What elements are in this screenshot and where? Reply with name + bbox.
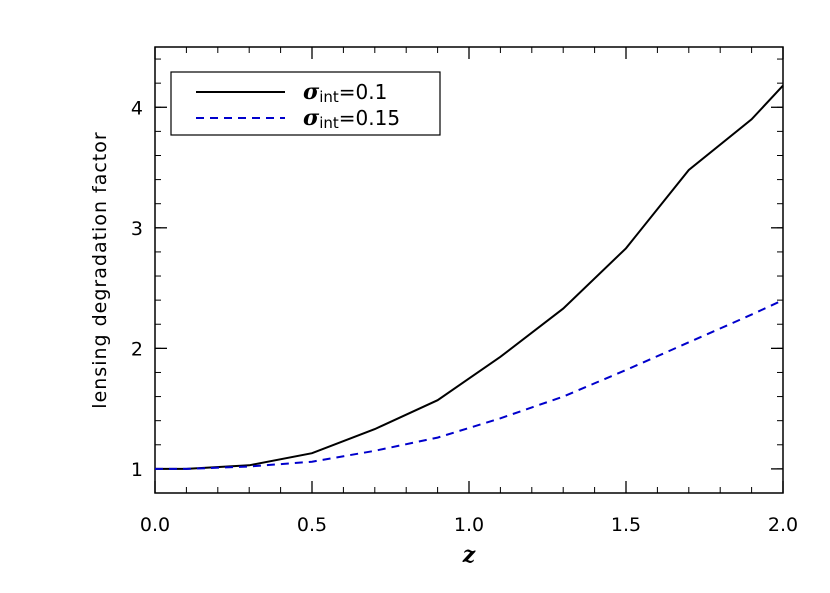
- axis-tick-labels: 0.0 0.5 1.0 1.5 2.0 1 2 3 4: [131, 97, 798, 536]
- data-series: [155, 84, 784, 470]
- legend-label-1: σint=0.1: [303, 79, 387, 106]
- y-tick-label: 1: [131, 459, 143, 481]
- y-tick-label: 2: [131, 338, 143, 360]
- x-tick-label: 1.5: [611, 514, 641, 536]
- legend-subscript: int: [319, 88, 339, 106]
- y-axis-label: lensing degradation factor: [89, 131, 111, 408]
- legend-sigma-symbol: σ: [303, 105, 320, 131]
- x-tick-label: 0.0: [140, 514, 170, 536]
- legend-sigma-symbol: σ: [303, 79, 320, 105]
- axis-ticks: [154, 47, 784, 493]
- series-line-2: [155, 299, 784, 470]
- legend-box: [170, 71, 441, 136]
- x-tick-label: 2.0: [768, 514, 798, 536]
- legend-label-2: σint=0.15: [303, 105, 400, 132]
- legend-value: =0.15: [339, 106, 400, 130]
- legend-value: =0.1: [339, 80, 388, 104]
- x-axis-label: z: [462, 542, 476, 568]
- y-tick-label: 3: [131, 218, 143, 240]
- legend-subscript: int: [319, 114, 339, 132]
- y-tick-label: 4: [131, 97, 143, 119]
- series-line-1: [155, 84, 784, 470]
- x-tick-label: 0.5: [297, 514, 327, 536]
- x-tick-label: 1.0: [454, 514, 484, 536]
